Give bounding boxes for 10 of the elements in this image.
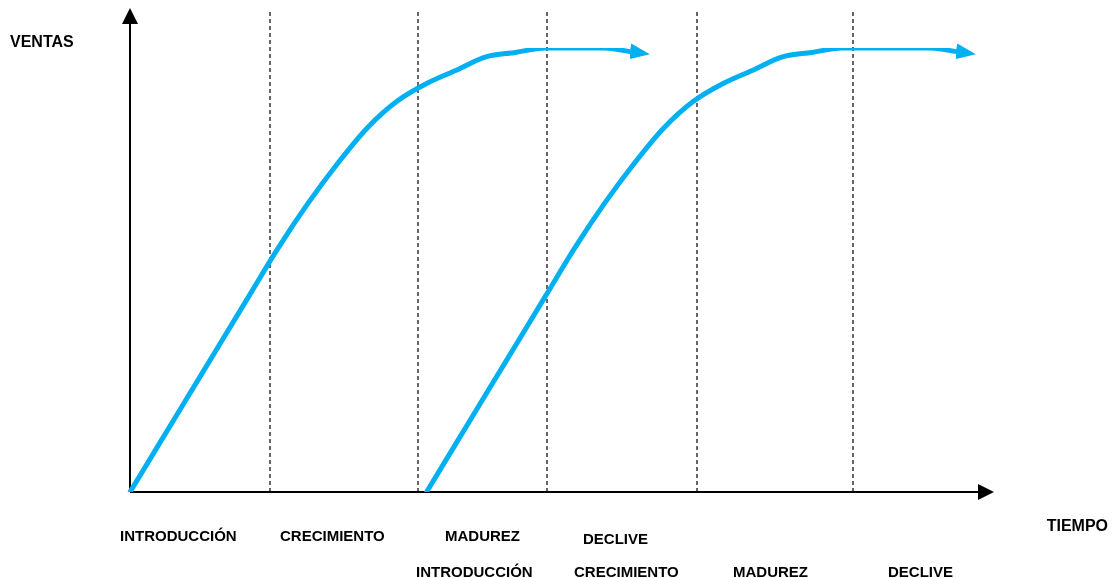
text: MADUREZ xyxy=(445,527,520,544)
text: DECLIVE xyxy=(583,530,649,547)
text: CRECIMIENTO xyxy=(280,527,385,544)
text: INTRODUCCIÓN xyxy=(120,527,237,544)
text: INTRODUCCIÓN xyxy=(416,563,533,578)
text: MADUREZ xyxy=(733,563,808,578)
text: CRECIMIENTO xyxy=(574,563,679,578)
x-axis-title: TIEMPO xyxy=(1046,517,1108,535)
text: DECLIVE xyxy=(888,563,954,578)
y-axis-title: VENTAS xyxy=(10,33,74,51)
